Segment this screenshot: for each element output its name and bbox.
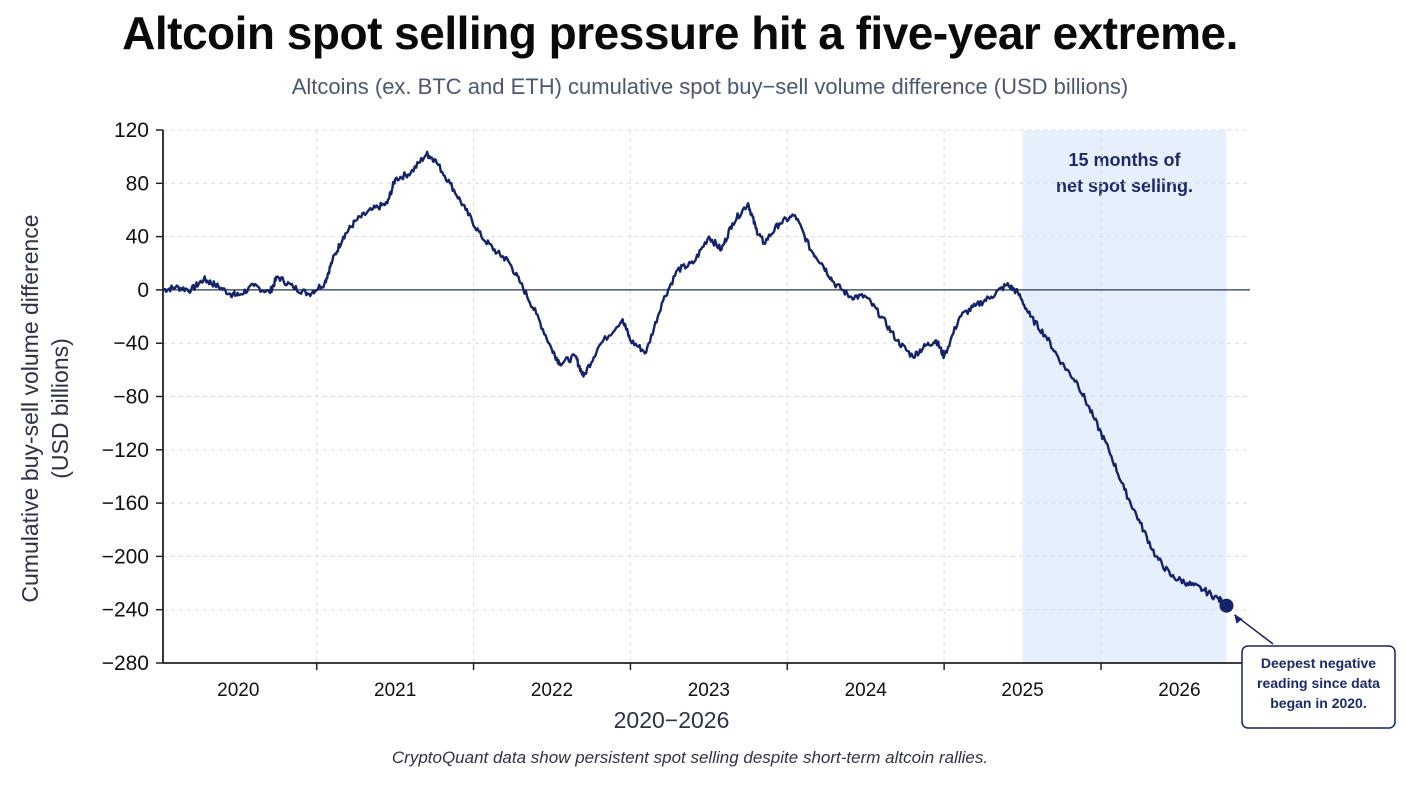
x-tick-label: 2023 [688, 680, 730, 701]
callout-text: Deepest negative [1261, 655, 1376, 671]
y-tick-label: 0 [137, 279, 149, 302]
x-axis-title: 2020−2026 [614, 707, 730, 733]
shaded-region-label: net spot selling. [1056, 176, 1193, 196]
y-axis-title: Cumulative buy-sell volume difference [17, 214, 43, 602]
end-point-marker [1219, 598, 1234, 613]
chart-subtitle: Altcoins (ex. BTC and ETH) cumulative sp… [291, 74, 1129, 99]
callout-text: reading since data [1257, 675, 1380, 691]
callout-text: began in 2020. [1270, 695, 1366, 711]
y-tick-label: −120 [102, 439, 149, 462]
y-axis-title: (USD billions) [47, 338, 73, 479]
x-tick-label: 2024 [845, 680, 888, 701]
y-tick-label: −200 [102, 545, 149, 568]
y-tick-label: 80 [126, 172, 149, 195]
x-tick-label: 2020 [217, 680, 259, 701]
x-tick-label: 2025 [1001, 680, 1043, 701]
series-line [162, 150, 1228, 609]
series-group [162, 150, 1228, 609]
y-tick-label: 40 [126, 226, 149, 249]
callout-arrow-head [1234, 614, 1243, 624]
x-tick-label: 2021 [374, 680, 416, 701]
y-tick-label: −240 [102, 599, 149, 622]
annotation-group: Deepest negative reading since data began … [1219, 598, 1396, 729]
x-tick-label: 2022 [531, 680, 573, 701]
chart-caption: CryptoQuant data show persistent spot se… [391, 748, 989, 767]
callout-box [1241, 645, 1396, 729]
chart-title: Altcoin spot selling pressure hit a five… [122, 7, 1238, 59]
axes-group: 120 80 40 0 −40 −80 −120 −160 −200 −240 −280 2020 20… [17, 119, 1250, 733]
x-tick-label: 2026 [1158, 680, 1200, 701]
y-tick-label: −160 [102, 492, 149, 515]
y-tick-label: 120 [114, 119, 149, 142]
y-tick-label: −40 [113, 332, 149, 355]
y-tick-label: −280 [102, 652, 149, 675]
shaded-region-label: 15 months of [1069, 150, 1182, 170]
shaded-region-group: 15 months of net spot selling. [1022, 130, 1227, 663]
y-tick-label: −80 [113, 386, 149, 409]
